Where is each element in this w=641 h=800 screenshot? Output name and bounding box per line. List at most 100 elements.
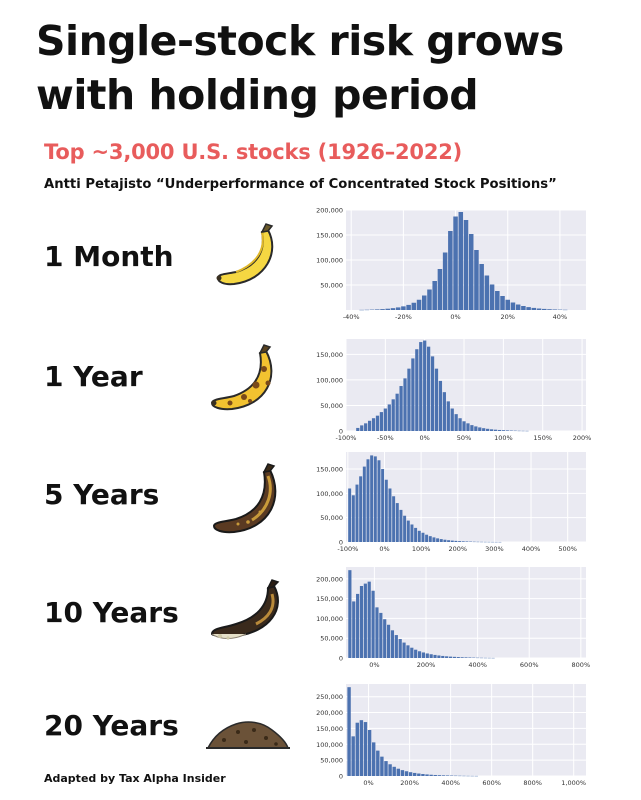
x-tick-label: 200%	[400, 779, 419, 787]
histogram-bar	[394, 635, 398, 658]
histogram-bar	[415, 349, 419, 431]
histogram-bar	[445, 656, 449, 658]
y-tick-label: 150,000	[316, 232, 343, 240]
histogram-bar	[401, 306, 406, 310]
row-label-1-month: 1 Month	[44, 240, 174, 273]
histogram-bar	[536, 308, 542, 310]
histogram-bar	[347, 687, 351, 776]
histogram-bar	[351, 736, 355, 776]
histogram-bar	[425, 534, 429, 542]
plot-area	[346, 684, 586, 776]
x-tick-label: 1,000%	[561, 779, 586, 787]
page-title: Single-stock risk grows with holding per…	[36, 14, 626, 122]
histogram-bar	[458, 541, 462, 542]
histogram-bar	[422, 295, 427, 310]
histogram-bar	[434, 368, 439, 431]
histogram-bar	[433, 654, 437, 658]
histogram-bar	[432, 281, 437, 310]
y-tick-label: 50,000	[320, 635, 343, 643]
y-tick-label: 0	[339, 773, 343, 781]
histogram-bar	[390, 308, 396, 310]
histogram-bar	[375, 415, 380, 431]
histogram-bar	[383, 619, 387, 658]
histogram-bar	[396, 768, 401, 776]
histogram-bar	[521, 306, 526, 310]
x-tick-label: 600%	[520, 661, 539, 669]
histogram-bar	[436, 538, 440, 542]
histogram-bar	[421, 532, 425, 542]
y-tick-label: 100,000	[316, 490, 343, 498]
histogram-bar	[413, 772, 417, 776]
histogram-bar	[493, 429, 498, 431]
histogram-bar	[432, 537, 436, 542]
histogram-bar	[526, 307, 531, 310]
histogram-bar	[404, 771, 409, 776]
row-label-1-year: 1 Year	[44, 360, 143, 393]
histogram-bar	[552, 309, 557, 310]
histogram-bar	[433, 774, 437, 776]
rotten-banana-icon	[210, 579, 280, 640]
compost-pile-icon	[206, 721, 290, 749]
histogram-bar	[454, 414, 458, 431]
histogram-bar	[500, 296, 505, 310]
histogram-bar	[356, 427, 360, 431]
y-tick-label: 150,000	[316, 725, 343, 733]
histogram-bar	[448, 656, 453, 658]
histogram-bar	[425, 774, 429, 776]
histogram-bar	[414, 649, 418, 658]
x-tick-label: 800%	[572, 661, 591, 669]
histogram-bar	[484, 275, 490, 310]
histogram-bar	[470, 425, 474, 431]
histogram-bar	[510, 302, 516, 310]
x-tick-label: 100%	[412, 545, 431, 553]
histogram-bar	[437, 655, 441, 658]
histogram-bar	[466, 423, 470, 431]
x-tick-label: 400%	[468, 661, 487, 669]
histogram-bar	[385, 308, 390, 310]
histogram-bar	[371, 742, 376, 776]
y-tick-label: 50,000	[320, 514, 343, 522]
histogram-bar	[441, 775, 446, 776]
histogram-bar	[414, 527, 418, 542]
histogram-bar	[351, 495, 355, 542]
x-tick-label: 0%	[369, 661, 379, 669]
x-tick-label: 200%	[448, 545, 467, 553]
histogram-bar	[454, 540, 458, 542]
histogram-bar	[376, 750, 380, 776]
histogram-bar	[437, 775, 442, 776]
histogram-bar	[410, 524, 414, 542]
histogram-bar	[486, 428, 490, 431]
histogram-bar	[442, 252, 448, 310]
histogram-bar	[370, 455, 374, 542]
histogram-bar	[458, 418, 462, 431]
x-tick-label: 400%	[522, 545, 541, 553]
histogram-bar	[425, 653, 429, 658]
histogram-1-year: 0 50,000 100,000 150,000 -100% -50% 0% 50% 100% 1…	[316, 339, 591, 442]
x-tick-label: 200%	[417, 661, 436, 669]
histogram-bar	[388, 488, 392, 542]
histogram-bar	[380, 309, 385, 310]
histogram-bar	[398, 639, 402, 658]
y-tick-label: 150,000	[316, 595, 343, 603]
subtitle: Top ~3,000 U.S. stocks (1926–2022)	[44, 140, 463, 164]
histogram-bar	[363, 722, 368, 776]
histogram-bar	[395, 393, 399, 431]
histogram-bar	[474, 426, 478, 431]
brown-banana-icon	[212, 463, 277, 534]
histogram-bar	[403, 515, 407, 542]
histogram-bar	[352, 601, 356, 658]
x-tick-label: -100%	[336, 434, 357, 442]
spotted-banana-icon	[210, 344, 273, 411]
x-tick-label: 300%	[485, 545, 504, 553]
histogram-1-month: 50,000 100,000 150,000 200,000 -40% -20% 0% 20%…	[316, 207, 586, 321]
histogram-bar	[423, 340, 427, 431]
fresh-banana-icon	[216, 223, 274, 286]
histogram-bar	[383, 408, 387, 431]
histogram-bar	[450, 408, 454, 431]
histogram-bar	[547, 309, 552, 310]
histogram-bar	[458, 212, 464, 310]
histogram-bar	[363, 583, 367, 658]
histogram-bar	[380, 756, 384, 776]
x-tick-label: 20%	[501, 313, 515, 321]
histogram-bar	[468, 657, 472, 658]
